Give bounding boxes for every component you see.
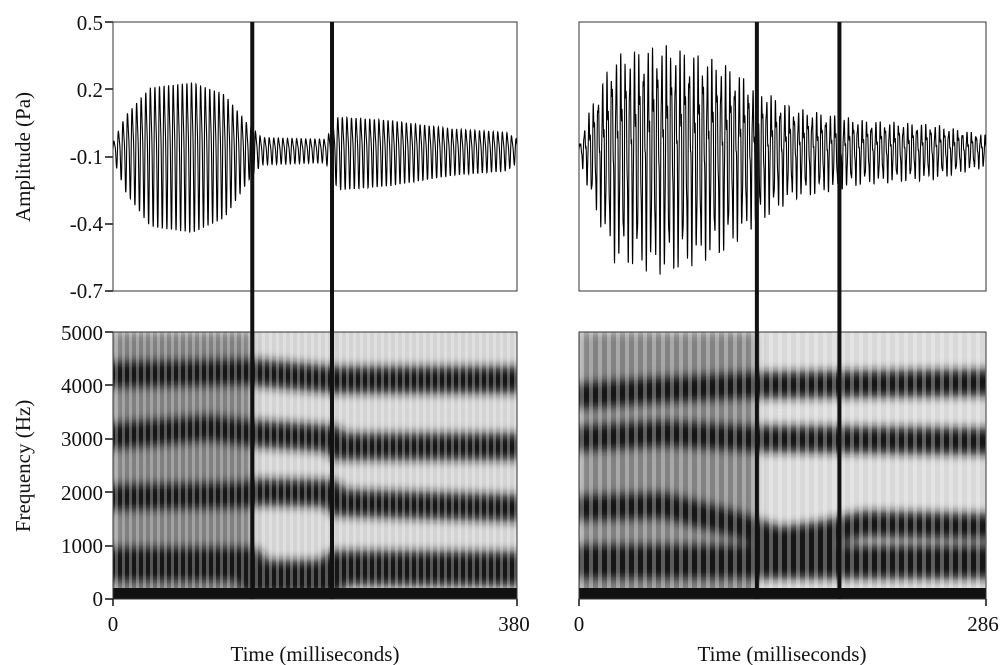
x-axis-label-right: Time (milliseconds) xyxy=(698,642,867,665)
waveform-panel-right xyxy=(578,21,987,292)
waveform-trace-right xyxy=(579,45,986,275)
waveform-panel-left xyxy=(112,21,518,292)
frequency-tick-label: 5000 xyxy=(61,321,103,345)
amplitude-tick-label: -0.4 xyxy=(70,212,104,236)
spectrogram-panel-left xyxy=(112,331,518,600)
amplitude-ticks: 0.5 0.2 -0.1 -0.4 -0.7 xyxy=(70,11,113,303)
frequency-tick-label: 4000 xyxy=(61,374,103,398)
x-axis-label-left: Time (milliseconds) xyxy=(231,642,400,665)
x-tick-start-right: 0 xyxy=(574,612,585,636)
amplitude-axis-label: Amplitude (Pa) xyxy=(11,92,35,222)
amplitude-tick-label: 0.2 xyxy=(77,78,103,102)
frequency-tick-label: 2000 xyxy=(61,481,103,505)
frequency-ticks: 5000 4000 3000 2000 1000 0 xyxy=(61,321,113,611)
frequency-tick-label: 3000 xyxy=(61,427,103,451)
frequency-tick-label: 0 xyxy=(93,587,104,611)
spectrogram-panel-right xyxy=(578,331,987,600)
frequency-tick-label: 1000 xyxy=(61,534,103,558)
x-tick-start-left: 0 xyxy=(108,612,119,636)
segment-boundaries xyxy=(250,22,842,599)
amplitude-tick-label: 0.5 xyxy=(77,11,103,35)
frequency-axis-label: Frequency (Hz) xyxy=(11,400,35,532)
amplitude-tick-label: -0.1 xyxy=(70,145,103,169)
x-tick-end-right: 286 xyxy=(967,612,999,636)
waveform-trace-left xyxy=(113,82,517,233)
amplitude-tick-label: -0.7 xyxy=(70,279,103,303)
x-tick-end-left: 380 xyxy=(498,612,530,636)
